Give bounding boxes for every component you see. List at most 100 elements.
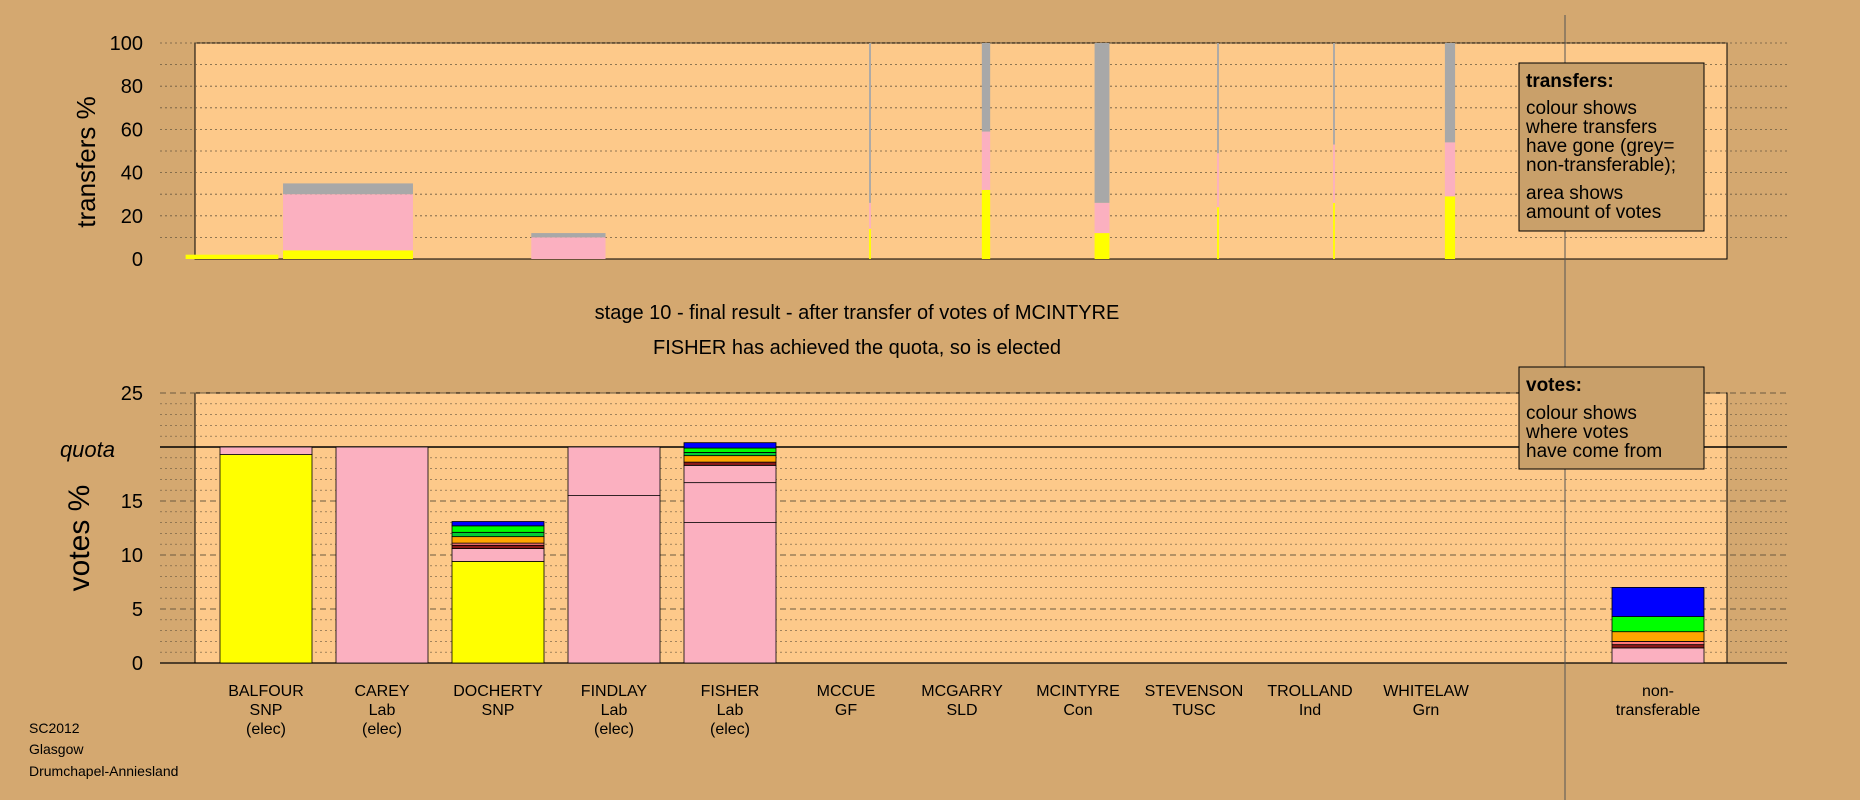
- elected-headline: FISHER has achieved the quota, so is ele…: [653, 337, 1061, 359]
- vote-bar-segment: [683, 447, 777, 453]
- votes-y-ticks: 0 5 10 15 25: [121, 383, 143, 675]
- transfer-bar-segment: [1094, 43, 1110, 203]
- transfer-bar-segment: [1333, 144, 1335, 203]
- transfers-legend-line: non-transferable);: [1526, 155, 1676, 176]
- candidate-label: Lab: [369, 702, 396, 719]
- stage-headline: stage 10 - final result - after transfer…: [595, 302, 1120, 324]
- vote-bar-segment: [451, 561, 545, 664]
- votes-bars: [219, 442, 1705, 664]
- candidate-label: MCCUE: [817, 683, 876, 700]
- vote-bar-segment: [683, 455, 777, 463]
- candidate-label: FINDLAY: [581, 683, 648, 700]
- vote-bar-segment: [219, 454, 313, 664]
- candidate-label: Ind: [1299, 702, 1321, 719]
- transfer-bar-segment: [1217, 207, 1219, 259]
- transfers-tick-label: 40: [121, 163, 143, 185]
- transfer-bar-segment: [531, 233, 606, 238]
- vote-bar-segment: [683, 451, 777, 457]
- transfer-bar-segment: [1444, 196, 1456, 259]
- transfer-bar-segment: [283, 194, 413, 251]
- votes-y-axis-label: votes %: [63, 485, 96, 592]
- vote-bar-segment: [683, 464, 777, 484]
- vote-bar-segment: [451, 544, 545, 549]
- footer-council: Glasgow: [29, 741, 84, 757]
- transfers-panel: 0 20 40 60 80 100 transfers %: [71, 33, 1787, 271]
- transfers-gridlines: [160, 42, 1787, 238]
- transfer-bar-segment: [869, 228, 871, 259]
- transfers-tick-label: 60: [121, 119, 143, 141]
- vote-bar-segment: [451, 548, 545, 562]
- candidate-label: (elec): [246, 721, 286, 738]
- transfer-bar-segment: [981, 189, 991, 259]
- candidate-label: Lab: [601, 702, 628, 719]
- candidate-label: BALFOUR: [228, 683, 304, 700]
- nontransferable-label-line2: transferable: [1616, 702, 1701, 719]
- candidate-label: TROLLAND: [1267, 683, 1352, 700]
- transfers-tick-label: 100: [110, 33, 143, 55]
- transfer-bar-segment: [1333, 202, 1335, 259]
- candidate-label: GF: [835, 702, 857, 719]
- transfers-legend-line: colour shows: [1526, 98, 1637, 119]
- candidate-label: DOCHERTY: [453, 683, 543, 700]
- vote-bar-segment: [451, 536, 545, 544]
- votes-tick-label: 5: [132, 599, 143, 621]
- transfers-legend-line: have gone (grey=: [1526, 136, 1674, 157]
- transfers-tick-label: 0: [132, 249, 143, 271]
- candidate-label: (elec): [362, 721, 402, 738]
- nontransferable-label-line1: non-: [1642, 683, 1674, 700]
- vote-bar-segment: [1611, 644, 1705, 649]
- votes-plot-area: [194, 392, 1728, 664]
- transfer-bar-segment: [531, 237, 606, 259]
- vote-bar-segment: [683, 461, 777, 466]
- votes-tick-label: 10: [121, 545, 143, 567]
- votes-panel: 0 5 10 15 25 votes % quota: [60, 383, 1787, 675]
- candidate-label: SLD: [946, 702, 977, 719]
- candidate-label: (elec): [710, 721, 750, 738]
- vote-bar-segment: [1611, 631, 1705, 642]
- vote-bar-segment: [1611, 647, 1705, 664]
- candidate-label: FISHER: [701, 683, 760, 700]
- candidate-label: WHITELAW: [1383, 683, 1470, 700]
- transfer-bar-segment: [869, 202, 871, 229]
- vote-bar-segment: [683, 482, 777, 524]
- votes-gridlines: [160, 392, 1787, 664]
- transfer-bar-segment: [869, 43, 871, 203]
- transfer-bar-segment: [1217, 153, 1219, 208]
- quota-label: quota: [60, 437, 115, 462]
- transfers-tick-label: 20: [121, 206, 143, 228]
- candidate-label: (elec): [594, 721, 634, 738]
- transfer-bar-segment: [1444, 142, 1456, 197]
- votes-legend-title: votes:: [1526, 375, 1582, 396]
- transfers-legend-line: amount of votes: [1526, 202, 1661, 223]
- candidate-label: SNP: [482, 702, 515, 719]
- transfer-bar-segment: [981, 43, 991, 132]
- transfer-bar-segment: [981, 131, 991, 190]
- votes-legend-box: [1518, 366, 1705, 470]
- transfer-bar-segment: [1094, 233, 1110, 259]
- votes-tick-label: 25: [121, 383, 143, 405]
- footer-ward: Drumchapel-Anniesland: [29, 763, 178, 779]
- vote-bar-segment: [451, 521, 545, 527]
- candidate-label: MCGARRY: [921, 683, 1003, 700]
- transfers-legend-box: [1518, 62, 1705, 232]
- votes-legend-line: colour shows: [1526, 403, 1637, 424]
- vote-bar-segment: [567, 446, 661, 496]
- transfers-legend-title: transfers:: [1526, 71, 1614, 92]
- transfer-bar-segment: [283, 183, 413, 195]
- votes-legend: votes: colour shows where votes have com…: [1518, 366, 1705, 470]
- vote-bar-segment: [451, 531, 545, 538]
- vote-bar-segment: [683, 522, 777, 664]
- candidate-label: STEVENSON: [1145, 683, 1244, 700]
- candidate-label: Grn: [1413, 702, 1440, 719]
- transfers-legend-line: area shows: [1526, 183, 1623, 204]
- vote-bar-segment: [567, 495, 661, 664]
- candidate-labels: BALFOUR SNP (elec) CAREY Lab (elec) DOCHERTY SN…: [228, 683, 1470, 738]
- transfers-tick-label: 80: [121, 76, 143, 98]
- footer-election: SC2012: [29, 720, 80, 736]
- vote-bar-segment: [1611, 587, 1705, 617]
- candidate-label: SNP: [250, 702, 283, 719]
- vote-bar-segment: [219, 446, 313, 455]
- candidate-label: MCINTYRE: [1036, 683, 1120, 700]
- transfer-bar-segment: [185, 254, 279, 259]
